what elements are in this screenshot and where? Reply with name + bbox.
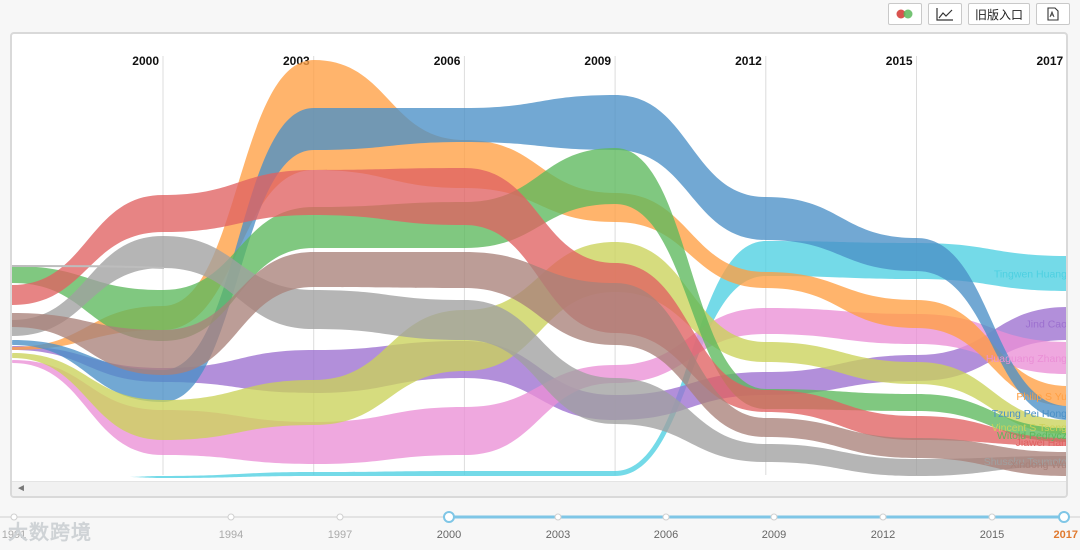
series-label: Shusaku Tsumoto — [984, 456, 1067, 468]
timeline-tick — [554, 513, 562, 521]
stream-band-jiawei-han — [12, 168, 1066, 446]
series-label: Xindong Wu — [1010, 459, 1067, 471]
series-label: Vincent S Tseng — [992, 422, 1068, 434]
series-labels: Tingwen Huang Jind Cao Huaguang Zhang Phili… — [984, 269, 1068, 472]
pdf-export-icon — [1047, 7, 1059, 21]
timeline-year-label: 2003 — [546, 529, 570, 541]
stream-band-tingwen-huang — [123, 241, 1066, 478]
toolbar: 旧版入口 — [887, 3, 1070, 25]
timeline-year-label: 1991 — [2, 529, 26, 541]
timeline-tick — [336, 513, 344, 521]
series-label: Jiawei Han — [1016, 437, 1068, 449]
timeline-year-label: 2009 — [762, 529, 786, 541]
timeline-year-label: 2000 — [437, 529, 461, 541]
old-version-button[interactable]: 旧版入口 — [967, 3, 1030, 25]
axis-year-label: 2012 — [735, 54, 762, 68]
series-label: Philip S Yu — [1016, 391, 1067, 403]
timeline-handle — [1058, 511, 1070, 523]
horizontal-scrollbar[interactable]: ◄ — [12, 481, 1066, 496]
chart-panel: 2000 2003 2006 2009 2012 2015 2017 Tingwen Huan… — [10, 32, 1068, 498]
axis-year-label: 2009 — [584, 54, 611, 68]
timeline-tick — [988, 513, 996, 521]
timeline-year-label: 2017 — [1054, 529, 1078, 541]
timeline-tick — [227, 513, 235, 521]
bubble-map-icon — [896, 9, 913, 19]
timeline-year-label: 2015 — [980, 529, 1004, 541]
axis-year-label: 2015 — [886, 54, 913, 68]
watermark: 大数跨境 — [8, 520, 92, 544]
series-label: Tingwen Huang — [994, 269, 1067, 281]
pdf-export-button[interactable] — [1036, 3, 1070, 25]
timeline-year-label: 1997 — [328, 529, 352, 541]
scroll-left-icon[interactable]: ◄ — [16, 483, 26, 494]
stream-band-xindong-wu — [12, 251, 1066, 476]
trend-view-button[interactable] — [927, 3, 962, 25]
timeline-handle — [443, 511, 455, 523]
line-chart-icon — [936, 8, 953, 21]
axis-year-label: 2006 — [434, 54, 461, 68]
timeline-year-label: 2006 — [654, 529, 678, 541]
bubble-view-button[interactable] — [887, 3, 922, 25]
timeline-tick — [879, 513, 887, 521]
timeline-tick — [10, 513, 18, 521]
timeline-tick — [662, 513, 670, 521]
timeline-year-label: 2012 — [871, 529, 895, 541]
timeline-slider[interactable]: 1991 1994 1997 2000 2003 2006 2009 2012 2015 2017 — [0, 502, 1080, 550]
axis-year-label: 2000 — [132, 54, 159, 68]
series-label: Witold Pedrycz — [997, 430, 1067, 442]
stream-bands — [12, 60, 1066, 478]
timeline-year-label: 1994 — [219, 529, 243, 541]
timeline-tick — [770, 513, 778, 521]
series-label: Huaguang Zhang — [986, 353, 1067, 365]
series-label: Tzung Pei Hong — [992, 408, 1067, 420]
series-label: Jind Cao — [1026, 319, 1068, 331]
stream-band-witold-pedrycz — [12, 148, 1066, 442]
axis-year-label: 2017 — [1036, 54, 1063, 68]
lead-in-line — [12, 265, 165, 269]
stream-band-vincent-s-tseng — [12, 242, 1066, 440]
